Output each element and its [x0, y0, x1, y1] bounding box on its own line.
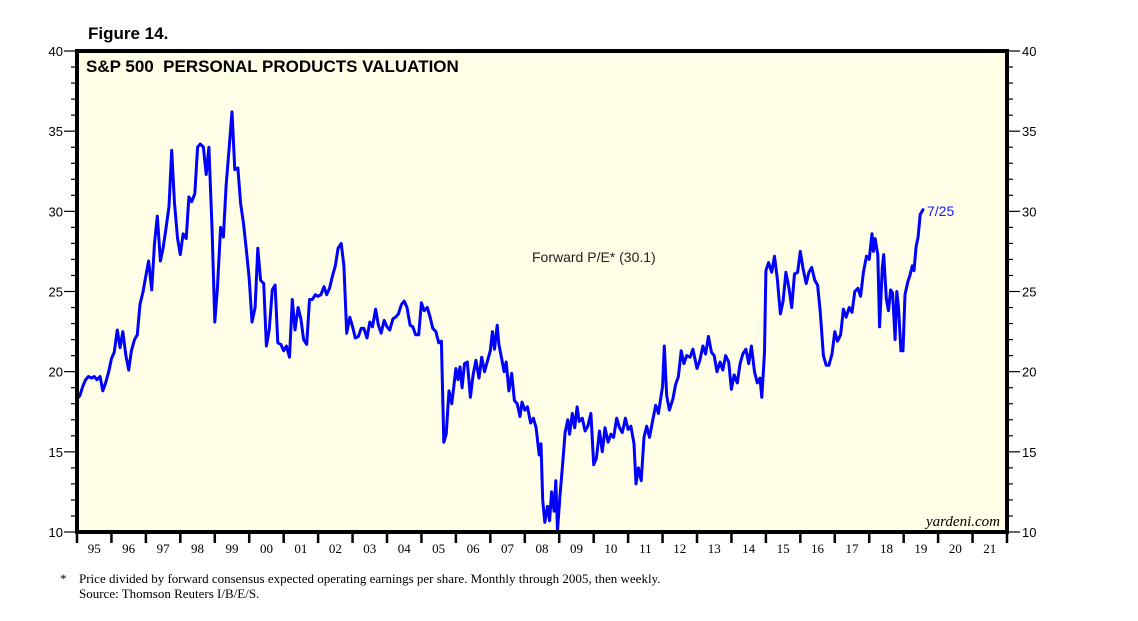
x-tick-label: 18: [880, 541, 893, 556]
y-tick-label-right: 20: [1022, 365, 1036, 380]
chart-title: S&P 500 PERSONAL PRODUCTS VALUATION: [86, 57, 459, 76]
x-tick-label: 00: [260, 541, 273, 556]
x-tick-label: 02: [329, 541, 342, 556]
y-tick-label-left: 40: [49, 44, 63, 59]
plot-frame: [75, 49, 1009, 534]
x-tick-label: 98: [191, 541, 204, 556]
x-tick-label: 17: [846, 541, 860, 556]
x-tick-label: 97: [157, 541, 171, 556]
footnote-marker: *: [60, 571, 67, 586]
x-tick-label: 99: [226, 541, 239, 556]
x-tick-label: 96: [122, 541, 136, 556]
y-tick-label-left: 35: [49, 124, 63, 139]
footnote: * Price divided by forward consensus expe…: [60, 571, 660, 601]
y-tick-label-right: 30: [1022, 204, 1036, 219]
x-axis: 95 96 97 98 99 00 01 02 03 04 05 06 07 08 09 10 11 12 13 14…: [75, 532, 1009, 556]
x-tick-label: 13: [708, 541, 721, 556]
y-tick-label-right: 10: [1022, 525, 1036, 540]
figure-label: Figure 14.: [88, 24, 168, 43]
y-tick-label-left: 10: [49, 525, 63, 540]
y-tick-label-left: 20: [49, 365, 63, 380]
end-date-label: 7/25: [927, 203, 954, 219]
y-tick-label-right: 35: [1022, 124, 1036, 139]
x-tick-label: 21: [983, 541, 996, 556]
series-line-forward-pe: [75, 110, 925, 532]
y-axis-right: 10 15 20 25 30 35 40: [1007, 44, 1036, 540]
watermark: yardeni.com: [924, 514, 1000, 530]
x-tick-label: 10: [604, 541, 617, 556]
y-tick-label-left: 25: [49, 285, 63, 300]
footnote-line-1: Price divided by forward consensus expec…: [79, 571, 661, 586]
footnote-source: Source: Thomson Reuters I/B/E/S.: [79, 586, 260, 601]
x-tick-label: 04: [398, 541, 412, 556]
x-tick-label: 19: [914, 541, 927, 556]
x-tick-label: 07: [501, 541, 515, 556]
y-tick-label-right: 15: [1022, 445, 1036, 460]
x-tick-label: 11: [639, 541, 652, 556]
x-tick-label: 95: [88, 541, 101, 556]
y-axis-left: 10 15 20 25 30 35 40: [49, 44, 77, 540]
x-tick-label: 15: [777, 541, 790, 556]
x-tick-label: 06: [467, 541, 481, 556]
x-tick-label: 16: [811, 541, 825, 556]
annotation-forward-pe: Forward P/E* (30.1): [532, 249, 656, 265]
x-tick-label: 03: [363, 541, 376, 556]
x-tick-label: 20: [949, 541, 962, 556]
y-tick-label-left: 30: [49, 204, 63, 219]
y-tick-label-right: 40: [1022, 44, 1036, 59]
x-tick-label: 14: [742, 541, 756, 556]
y-tick-label-left: 15: [49, 445, 63, 460]
x-tick-label: 08: [536, 541, 549, 556]
x-tick-label: 01: [294, 541, 307, 556]
y-tick-label-right: 25: [1022, 285, 1036, 300]
x-tick-label: 05: [432, 541, 445, 556]
x-tick-label: 12: [673, 541, 686, 556]
x-tick-label: 09: [570, 541, 583, 556]
